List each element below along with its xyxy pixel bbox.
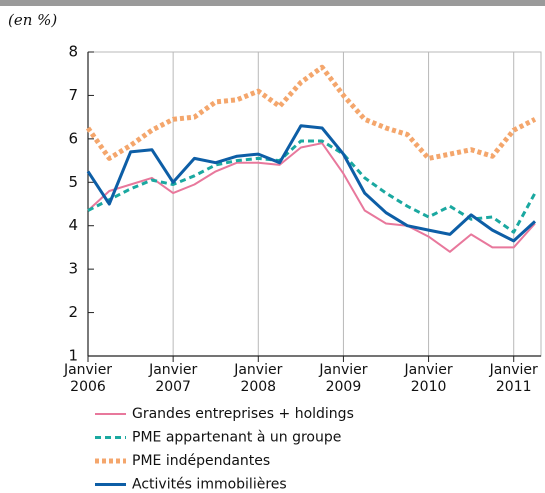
legend-label: PME appartenant à un groupe [132, 430, 341, 446]
series-line [85, 64, 537, 161]
legend-label: Grandes entreprises + holdings [132, 406, 354, 422]
y-tick-label: 4 [68, 216, 78, 234]
y-tick-label: 6 [68, 129, 78, 147]
y-tick-label: 1 [68, 347, 78, 365]
plot-frame [87, 51, 542, 357]
y-tick-label: 5 [68, 173, 78, 191]
y-tick-label: 7 [68, 86, 78, 104]
x-tick-label: Janvier 2009 [318, 362, 367, 395]
y-tick-label: 8 [68, 43, 78, 61]
chart-subtitle: (en %) [8, 11, 57, 29]
x-tick-label: Janvier 2008 [233, 362, 282, 395]
x-tick-label: Janvier 2011 [489, 362, 538, 395]
legend-label: PME indépendantes [132, 453, 270, 469]
series-line [87, 139, 537, 234]
series-line [87, 142, 536, 253]
y-tick-label: 2 [68, 303, 78, 321]
header-strip [0, 0, 545, 6]
x-tick-label: Janvier 2010 [404, 362, 453, 395]
x-tick-label: Janvier 2007 [148, 362, 197, 395]
series-line [86, 124, 537, 243]
y-tick-label: 3 [68, 260, 78, 278]
x-tick-label: Janvier 2006 [63, 362, 112, 395]
legend-label: Activités immobilières [132, 477, 287, 493]
